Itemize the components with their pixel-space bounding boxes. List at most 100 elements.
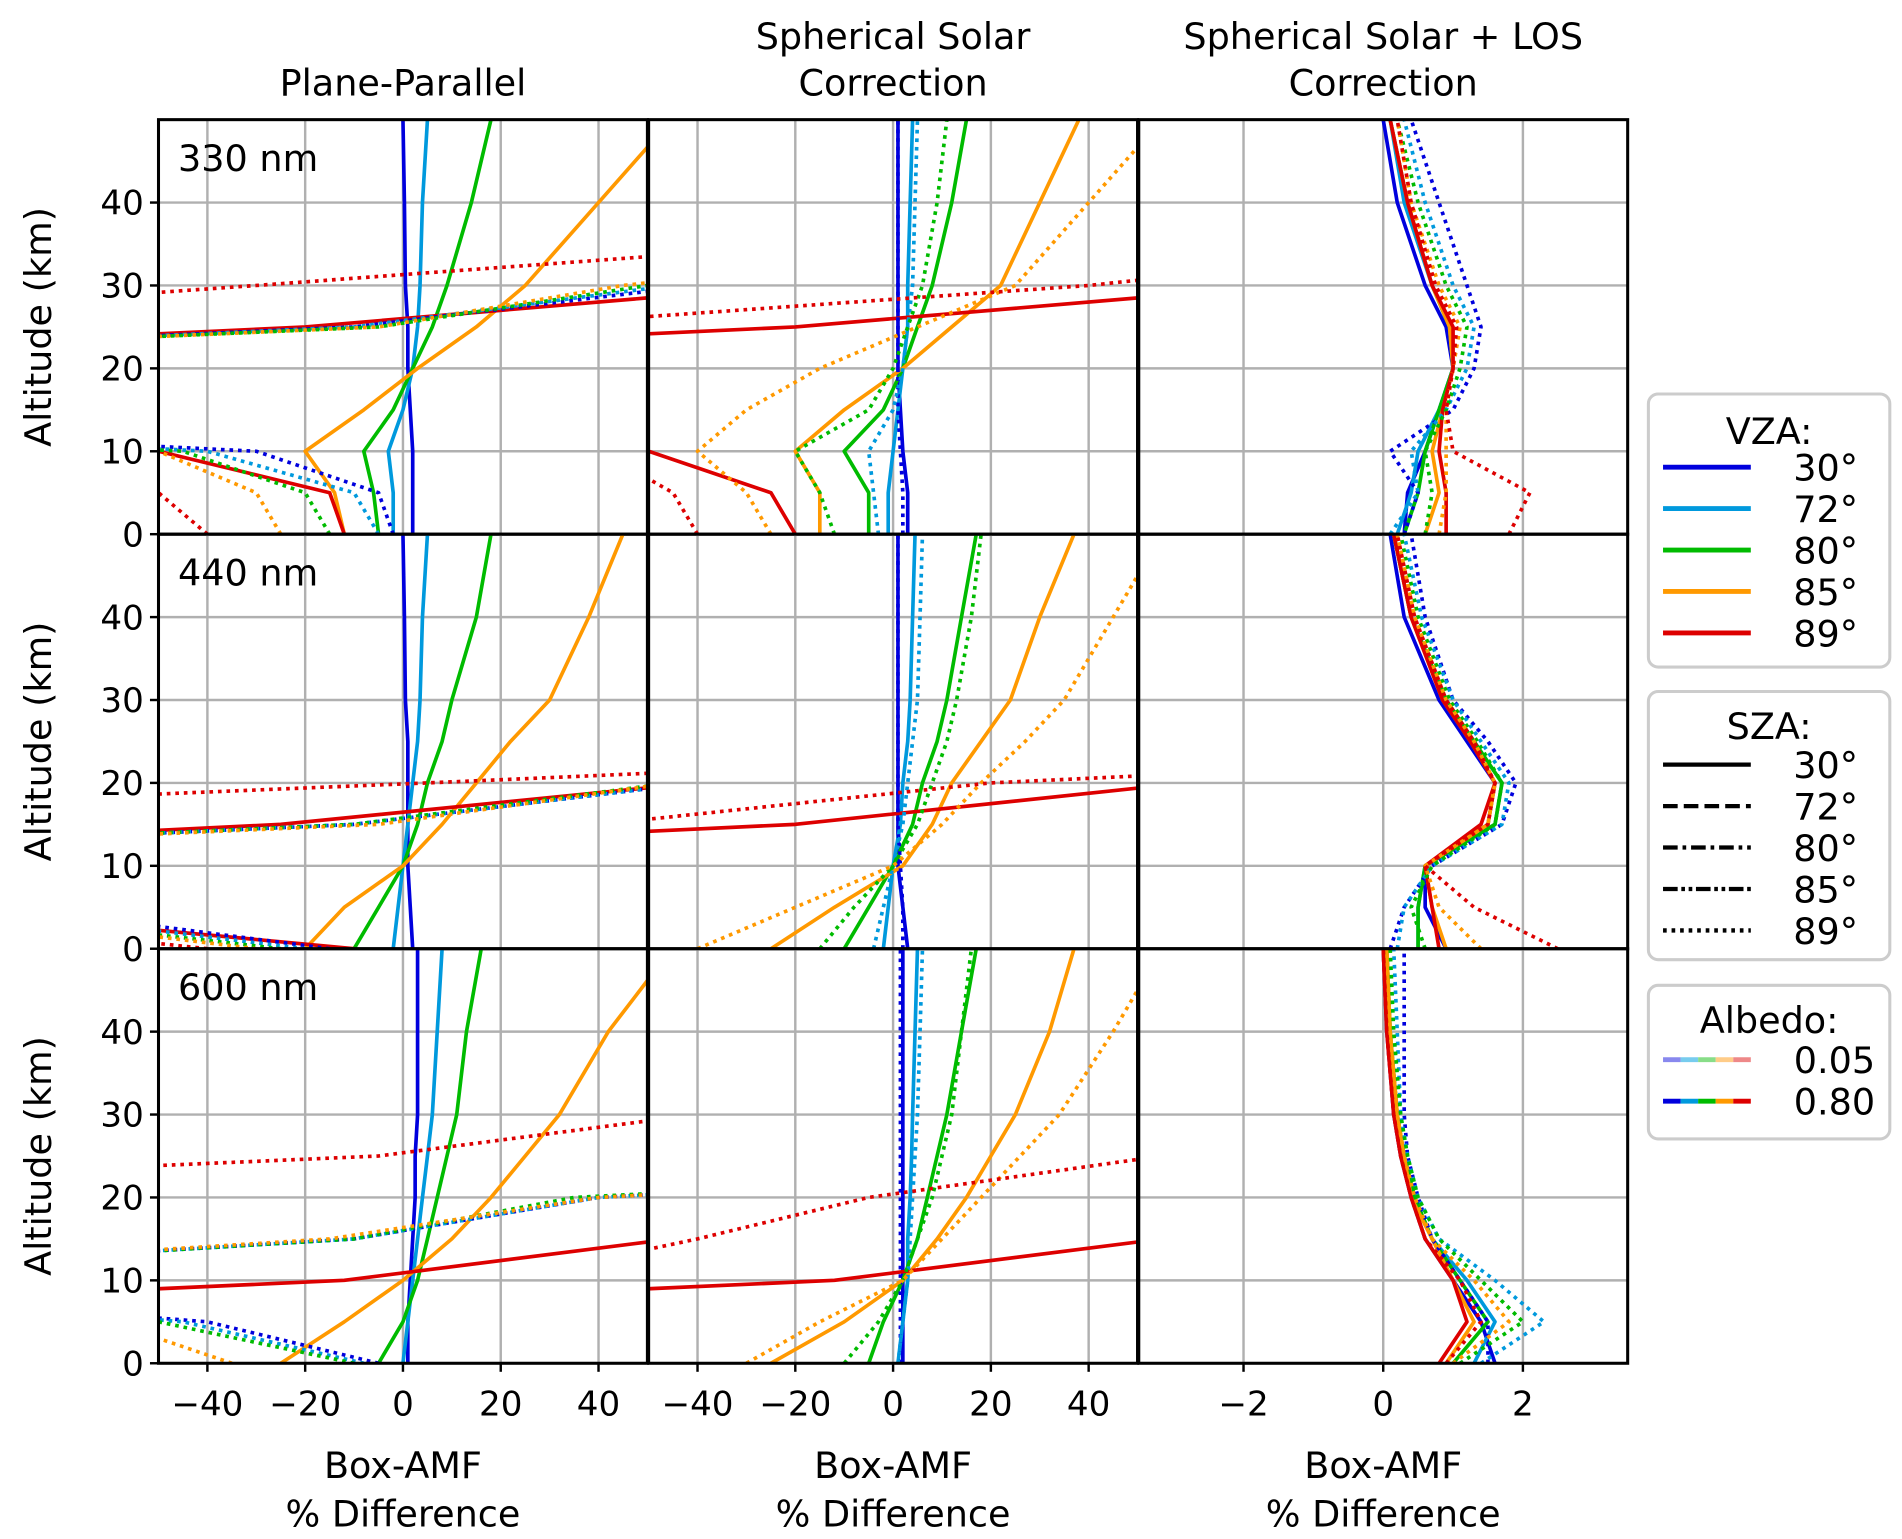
series-group (158, 948, 648, 1364)
y-tick-label: 0 (122, 515, 144, 555)
series-line-vza80-sza89 (1398, 534, 1504, 949)
series-line-vza85-sza89 (745, 986, 1138, 1364)
legend-sza-box (1646, 689, 1892, 962)
panel-r1-c1 (647, 532, 1140, 951)
x-tick-label: 0 (882, 1385, 904, 1425)
column-title: Plane-Parallel (280, 61, 527, 104)
x-axis-label-line1: Box-AMF (814, 1444, 972, 1487)
series-line-vza89-sza89 (1395, 534, 1559, 949)
series-line-vza89-sza30 (1388, 119, 1455, 535)
series-line-vza85-sza30 (793, 119, 1081, 535)
panel-r0-c2 (1137, 118, 1630, 536)
series-line-vza30-sza89 (1388, 119, 1483, 535)
series-line-vza30-sza89 (1388, 534, 1518, 949)
series-line-vza80-sza89 (793, 119, 949, 535)
legend-albedo-label: 0.05 (1794, 1039, 1875, 1082)
y-tick-label: 20 (100, 764, 143, 804)
series-line-vza30-sza30 (401, 119, 415, 535)
y-axis-label: Altitude (km) (17, 207, 60, 447)
x-axis-label-line1: Box-AMF (324, 1444, 482, 1487)
x-axis-label-line2: % Difference (776, 1493, 1011, 1536)
legend-albedo-title: Albedo: (1700, 999, 1839, 1042)
legend-vza-label: 80° (1793, 529, 1858, 572)
panel-r2-c0: 0 10 20 30 40 Altitude (km) 600 nm −40 −20 0 20 40 B… (17, 947, 649, 1536)
legend-vza-title: VZA: (1726, 410, 1813, 453)
series-line-vza80-sza30 (361, 119, 493, 535)
series-line-vza72-sza30 (896, 948, 920, 1364)
series-line-vza72-sza30 (881, 534, 917, 949)
series-line-vza80-sza30 (866, 948, 979, 1364)
series-line-vza72-sza89 (871, 534, 925, 949)
series-line-vza85-sza89 (1384, 948, 1511, 1364)
series-line-vza30-sza89 (896, 119, 905, 535)
legend-vza-label: 72° (1793, 488, 1858, 531)
series-line-vza30-sza30 (896, 119, 910, 535)
x-tick-label: −20 (759, 1385, 831, 1425)
x-tick-label: 2 (1512, 1385, 1534, 1425)
column-title: Spherical Solar (756, 15, 1032, 58)
legend-vza-label: 85° (1793, 571, 1858, 614)
x-axis-label-line1: Box-AMF (1304, 1444, 1462, 1487)
legend-sza-label: 89° (1793, 910, 1858, 953)
x-tick-label: 20 (969, 1385, 1012, 1425)
legend-sza-label: 80° (1793, 827, 1858, 870)
series-line-vza80-sza89 (842, 948, 974, 1364)
x-axis-label-line2: % Difference (286, 1493, 521, 1536)
series-group (158, 119, 648, 535)
x-tick-label: −40 (171, 1385, 243, 1425)
wavelength-label: 330 nm (178, 137, 318, 180)
series-line-vza72-sza30 (391, 534, 430, 949)
series-line-vza85-sza89 (696, 572, 1138, 949)
y-tick-label: 20 (100, 350, 143, 390)
panel-r0-c0: 0 10 20 30 40 Altitude (km) 330 nm (17, 118, 649, 555)
series-line-vza80-sza30 (842, 534, 979, 949)
series-line-vza30-sza30 (896, 534, 910, 949)
series-line-vza85-sza89 (695, 144, 1138, 535)
legend-sza-title: SZA: (1727, 705, 1812, 748)
y-tick-label: 0 (122, 1344, 144, 1384)
series-group (648, 534, 1138, 949)
x-tick-label: −2 (1218, 1385, 1268, 1425)
y-tick-label: 10 (100, 432, 143, 472)
series-line-vza85-sza89 (158, 1193, 648, 1364)
panel-r1-c0: 0 10 20 30 40 Altitude (km) 440 nm (17, 532, 649, 970)
column-title: Spherical Solar + LOS (1183, 15, 1583, 58)
legend-sza-label: 30° (1793, 744, 1858, 787)
series-group (158, 534, 648, 949)
series-line-vza80-sza89 (1395, 119, 1469, 535)
column-title: Correction (799, 61, 988, 104)
series-line-vza72-sza89 (866, 119, 920, 535)
panel-r2-c1: −40 −20 0 20 40 Box-AMF % Difference (647, 947, 1140, 1536)
y-tick-label: 30 (100, 1096, 143, 1136)
y-tick-label: 40 (100, 598, 143, 638)
y-tick-label: 30 (100, 267, 143, 307)
series-line-vza80-sza89 (1388, 948, 1525, 1364)
series-group (1381, 119, 1532, 535)
x-tick-label: 0 (1372, 1385, 1394, 1425)
x-tick-label: −40 (662, 1385, 734, 1425)
series-line-vza30-sza89 (1402, 948, 1490, 1364)
series-line-vza30-sza89 (158, 289, 648, 535)
series-line-vza89-sza30 (158, 296, 648, 535)
series-line-vza72-sza89 (1395, 534, 1511, 949)
legend-sza-label: 72° (1793, 785, 1858, 828)
x-tick-label: 20 (479, 1385, 522, 1425)
series-line-vza89-sza89 (1381, 948, 1483, 1364)
legend-vza-box (1646, 392, 1892, 669)
series-line-vza80-sza30 (352, 534, 493, 949)
series-group (1388, 534, 1559, 949)
series-group (648, 119, 1138, 535)
panel-r2-c2: −2 0 2 Box-AMF % Difference (1137, 947, 1630, 1536)
legend-sza-label: 85° (1793, 868, 1858, 911)
y-axis-label: Altitude (km) (17, 1036, 60, 1276)
series-line-vza85-sza30 (769, 534, 1076, 949)
column-title: Correction (1289, 61, 1478, 104)
wavelength-label: 600 nm (178, 966, 318, 1009)
series-line-vza85-sza89 (1395, 534, 1497, 949)
y-tick-label: 40 (100, 184, 143, 224)
x-tick-label: −20 (269, 1385, 341, 1425)
series-line-vza85-sza30 (279, 977, 648, 1364)
y-tick-label: 40 (100, 1013, 143, 1053)
legend-vza-label: 89° (1793, 612, 1858, 655)
series-line-vza85-sza30 (770, 948, 1076, 1364)
